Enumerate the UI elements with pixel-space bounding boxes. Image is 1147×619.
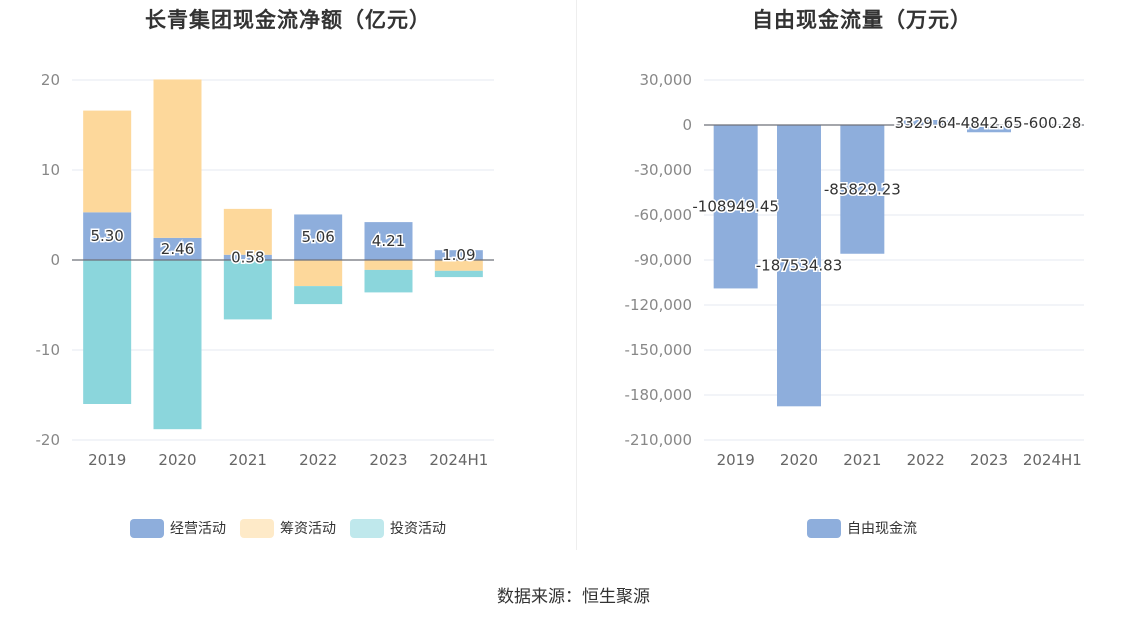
legend-item[interactable]: 投资活动 — [350, 518, 446, 538]
bar-投资活动 — [434, 270, 483, 278]
bar-经营活动 — [434, 250, 483, 260]
legend-swatch — [807, 518, 841, 538]
y-tick-label: 0 — [50, 251, 60, 269]
bar-free-cashflow — [713, 125, 758, 289]
y-tick-label: -210,000 — [625, 431, 692, 449]
x-tick-label: 2024H1 — [1023, 451, 1082, 469]
data-label: 0.58 — [231, 248, 264, 266]
y-tick-label: -10 — [36, 341, 61, 359]
chart-title: 自由现金流量（万元） — [752, 8, 972, 32]
y-tick-label: -30,000 — [634, 161, 692, 179]
data-label: 5.30 — [90, 227, 123, 245]
bar-筹资活动 — [434, 260, 483, 271]
bar-free-cashflow — [840, 125, 885, 254]
y-tick-label: -60,000 — [634, 206, 692, 224]
data-label: 4.21 — [372, 232, 405, 250]
bar-经营活动 — [294, 214, 343, 260]
y-tick-label: 0 — [682, 116, 692, 134]
y-tick-label: -180,000 — [625, 386, 692, 404]
bar-投资活动 — [223, 260, 272, 320]
x-tick-label: 2020 — [780, 451, 818, 469]
y-tick-label: 30,000 — [640, 71, 693, 89]
x-tick-label: 2023 — [369, 451, 407, 469]
data-label: 1.09 — [442, 246, 475, 264]
legend-label: 投资活动 — [390, 521, 446, 537]
x-tick-label: 2019 — [717, 451, 755, 469]
legend-swatch — [240, 518, 274, 538]
bar-经营活动 — [153, 237, 202, 260]
chart-title: 长青集团现金流净额（亿元） — [145, 8, 431, 32]
bar-经营活动 — [364, 222, 413, 260]
bar-筹资活动 — [153, 79, 202, 238]
legend-label: 经营活动 — [170, 521, 226, 537]
y-tick-label: -90,000 — [634, 251, 692, 269]
x-tick-label: 2019 — [88, 451, 126, 469]
legend-swatch — [350, 518, 384, 538]
free-cashflow-chart-panel: 自由现金流量（万元） 30,000 0 -30,000 -60,000 -90,000 -… — [577, 0, 1147, 560]
data-label: -187534.83 — [756, 257, 843, 275]
bar-free-cashflow — [967, 125, 1011, 133]
bar-筹资活动 — [83, 110, 132, 213]
divider — [576, 0, 577, 550]
x-tick-label: 2022 — [907, 451, 945, 469]
free-cashflow-chart: 30,000 0 -30,000 -60,000 -90,000 -120,000 -150… — [625, 71, 1084, 469]
x-tick-label: 2024H1 — [429, 451, 488, 469]
chart-legend: 自由现金流 — [577, 518, 1147, 538]
data-label: -108949.45 — [692, 198, 779, 216]
legend-swatch — [130, 518, 164, 538]
legend-item[interactable]: 筹资活动 — [240, 518, 336, 538]
y-tick-label: -20 — [36, 431, 61, 449]
cashflow-chart: 20 10 0 -10 -20 2019 2020 2021 2022 2023 2024H1 5.3… — [36, 71, 494, 469]
bar-筹资活动 — [294, 260, 343, 287]
data-label: 3329.64 — [895, 114, 957, 132]
y-tick-label: 10 — [41, 161, 60, 179]
bar-投资活动 — [294, 286, 343, 305]
x-tick-label: 2021 — [229, 451, 267, 469]
bar-筹资活动 — [223, 208, 272, 255]
data-label: 5.06 — [301, 228, 334, 246]
legend-label: 自由现金流 — [847, 521, 917, 537]
bar-free-cashflow — [777, 125, 821, 407]
data-label: -85829.23 — [824, 180, 901, 198]
y-tick-label: -150,000 — [625, 341, 692, 359]
y-tick-label: -120,000 — [625, 296, 692, 314]
bar-投资活动 — [364, 269, 413, 293]
data-source: 数据来源：恒生聚源 — [497, 587, 650, 607]
legend-item[interactable]: 自由现金流 — [807, 518, 917, 538]
x-tick-label: 2020 — [158, 451, 196, 469]
cashflow-chart-panel: 长青集团现金流净额（亿元） 20 10 0 -10 -20 2019 2020 2021 202… — [0, 0, 576, 560]
bar-投资活动 — [83, 260, 132, 404]
x-tick-label: 2022 — [299, 451, 337, 469]
bar-筹资活动 — [364, 260, 413, 270]
bar-free-cashflow — [903, 120, 948, 125]
y-tick-label: 20 — [41, 71, 60, 89]
legend-item[interactable]: 经营活动 — [130, 518, 226, 538]
bar-经营活动 — [223, 254, 272, 260]
legend-label: 筹资活动 — [280, 521, 336, 537]
x-tick-label: 2021 — [843, 451, 881, 469]
bar-投资活动 — [153, 260, 202, 430]
chart-legend: 经营活动 筹资活动 投资活动 — [0, 518, 576, 538]
bar-经营活动 — [83, 212, 132, 260]
data-label: 2.46 — [161, 240, 194, 258]
data-label: -4842.65 — [955, 114, 1022, 132]
data-label: -600.28 — [1023, 114, 1081, 132]
x-tick-label: 2023 — [970, 451, 1008, 469]
